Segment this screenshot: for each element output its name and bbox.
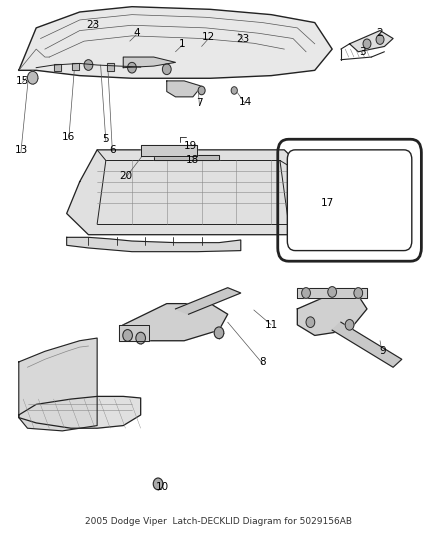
Text: 6: 6 bbox=[109, 145, 116, 155]
Circle shape bbox=[123, 329, 132, 341]
Polygon shape bbox=[19, 7, 332, 78]
Text: 11: 11 bbox=[265, 320, 278, 330]
Circle shape bbox=[214, 327, 224, 338]
Text: 9: 9 bbox=[379, 346, 385, 357]
Circle shape bbox=[84, 60, 93, 70]
Text: 13: 13 bbox=[14, 145, 28, 155]
Text: 2: 2 bbox=[377, 28, 383, 38]
Text: 3: 3 bbox=[359, 47, 366, 56]
Polygon shape bbox=[123, 57, 176, 68]
Bar bbox=[107, 63, 114, 71]
Circle shape bbox=[127, 62, 136, 73]
Text: 10: 10 bbox=[156, 481, 169, 491]
Circle shape bbox=[363, 39, 371, 49]
Bar bbox=[72, 63, 79, 70]
Text: 12: 12 bbox=[201, 33, 215, 43]
Text: 5: 5 bbox=[102, 134, 109, 144]
Circle shape bbox=[28, 71, 38, 84]
Polygon shape bbox=[332, 322, 402, 367]
Circle shape bbox=[302, 288, 311, 298]
Polygon shape bbox=[141, 144, 197, 156]
Text: 15: 15 bbox=[16, 76, 29, 86]
FancyBboxPatch shape bbox=[287, 150, 412, 251]
Polygon shape bbox=[297, 288, 367, 298]
Circle shape bbox=[354, 288, 363, 298]
Circle shape bbox=[153, 478, 163, 490]
Text: 23: 23 bbox=[237, 34, 250, 44]
Circle shape bbox=[328, 287, 336, 297]
Text: 17: 17 bbox=[321, 198, 335, 208]
Text: 14: 14 bbox=[238, 97, 252, 107]
Circle shape bbox=[198, 86, 205, 95]
Polygon shape bbox=[176, 288, 241, 314]
Polygon shape bbox=[350, 30, 393, 52]
Polygon shape bbox=[167, 81, 201, 97]
Polygon shape bbox=[67, 237, 241, 252]
Text: 16: 16 bbox=[62, 132, 75, 142]
Circle shape bbox=[345, 319, 354, 330]
Polygon shape bbox=[119, 325, 149, 341]
Circle shape bbox=[376, 35, 384, 44]
Bar bbox=[107, 63, 114, 71]
Text: 8: 8 bbox=[259, 357, 266, 367]
Polygon shape bbox=[297, 296, 367, 335]
Polygon shape bbox=[19, 338, 97, 431]
Text: 20: 20 bbox=[119, 172, 132, 181]
Text: 23: 23 bbox=[86, 20, 99, 30]
Text: 4: 4 bbox=[133, 28, 140, 38]
Polygon shape bbox=[154, 155, 219, 160]
Polygon shape bbox=[19, 397, 141, 428]
Bar bbox=[72, 63, 79, 70]
Polygon shape bbox=[123, 304, 228, 341]
Polygon shape bbox=[67, 150, 306, 235]
Text: 19: 19 bbox=[184, 141, 198, 151]
Circle shape bbox=[231, 87, 237, 94]
Circle shape bbox=[162, 64, 171, 75]
Circle shape bbox=[306, 317, 315, 327]
Bar bbox=[54, 64, 61, 71]
Text: 2005 Dodge Viper  Latch-DECKLID Diagram for 5029156AB: 2005 Dodge Viper Latch-DECKLID Diagram f… bbox=[85, 518, 353, 526]
Text: 18: 18 bbox=[186, 156, 200, 165]
Bar bbox=[54, 64, 61, 71]
Circle shape bbox=[136, 332, 145, 344]
Text: 7: 7 bbox=[196, 98, 203, 108]
Text: 1: 1 bbox=[179, 39, 185, 49]
